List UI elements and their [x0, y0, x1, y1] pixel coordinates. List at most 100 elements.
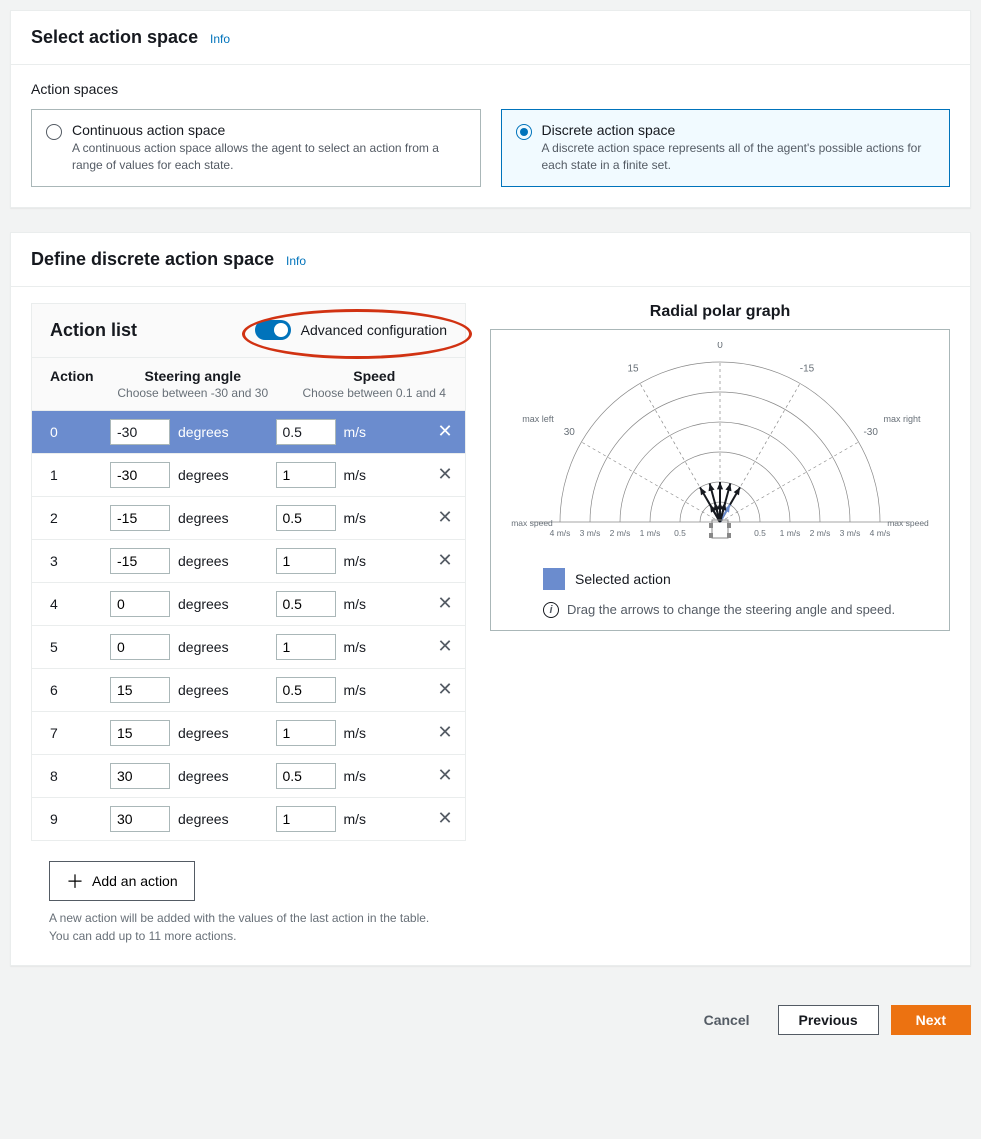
- radio-desc: A continuous action space allows the age…: [72, 140, 466, 174]
- delete-row-button[interactable]: ✕: [433, 765, 457, 786]
- steering-input[interactable]: [110, 763, 170, 789]
- delete-row-button[interactable]: ✕: [433, 722, 457, 743]
- action-row[interactable]: 8 degrees m/s ✕: [32, 754, 465, 797]
- action-index: 0: [32, 424, 102, 440]
- action-index: 8: [32, 768, 102, 784]
- action-row[interactable]: 3 degrees m/s ✕: [32, 539, 465, 582]
- delete-row-button[interactable]: ✕: [433, 593, 457, 614]
- info-icon: i: [543, 602, 559, 618]
- action-index: 7: [32, 725, 102, 741]
- degrees-unit: degrees: [178, 768, 229, 784]
- th-steer-sub: Choose between -30 and 30: [110, 386, 276, 400]
- degrees-unit: degrees: [178, 424, 229, 440]
- speed-input[interactable]: [276, 720, 336, 746]
- steering-input[interactable]: [110, 548, 170, 574]
- action-index: 1: [32, 467, 102, 483]
- action-row[interactable]: 4 degrees m/s ✕: [32, 582, 465, 625]
- add-action-button[interactable]: ＋ Add an action: [49, 861, 195, 901]
- action-list-title: Action list: [50, 320, 137, 341]
- cancel-button[interactable]: Cancel: [688, 1004, 766, 1036]
- speed-input[interactable]: [276, 677, 336, 703]
- speed-input[interactable]: [276, 806, 336, 832]
- delete-row-button[interactable]: ✕: [433, 550, 457, 571]
- svg-text:max speed: max speed: [887, 518, 929, 528]
- svg-text:4 m/s: 4 m/s: [550, 528, 571, 538]
- previous-button[interactable]: Previous: [778, 1005, 879, 1035]
- add-desc-1: A new action will be added with the valu…: [31, 909, 466, 927]
- define-discrete-panel: Define discrete action space Info Action…: [10, 232, 971, 966]
- next-button[interactable]: Next: [891, 1005, 971, 1035]
- speed-unit: m/s: [344, 682, 367, 698]
- svg-text:2 m/s: 2 m/s: [810, 528, 831, 538]
- radio-icon: [516, 124, 532, 140]
- delete-row-button[interactable]: ✕: [433, 464, 457, 485]
- delete-row-button[interactable]: ✕: [433, 636, 457, 657]
- add-desc-2: You can add up to 11 more actions.: [31, 927, 466, 945]
- action-table-header: Action Steering angle Choose between -30…: [32, 357, 465, 410]
- select-action-space-panel: Select action space Info Action spaces C…: [10, 10, 971, 208]
- continuous-action-space-option[interactable]: Continuous action space A continuous act…: [31, 109, 481, 187]
- speed-input[interactable]: [276, 548, 336, 574]
- degrees-unit: degrees: [178, 682, 229, 698]
- action-row[interactable]: 7 degrees m/s ✕: [32, 711, 465, 754]
- degrees-unit: degrees: [178, 510, 229, 526]
- th-action: Action: [50, 368, 94, 384]
- delete-row-button[interactable]: ✕: [433, 679, 457, 700]
- steering-input[interactable]: [110, 591, 170, 617]
- action-index: 9: [32, 811, 102, 827]
- polar-graph[interactable]: 30150-15-30max leftmax right4 m/s4 m/s3 …: [510, 342, 930, 552]
- speed-unit: m/s: [344, 725, 367, 741]
- steering-input[interactable]: [110, 720, 170, 746]
- speed-input[interactable]: [276, 462, 336, 488]
- action-row[interactable]: 5 degrees m/s ✕: [32, 625, 465, 668]
- degrees-unit: degrees: [178, 553, 229, 569]
- speed-unit: m/s: [344, 768, 367, 784]
- speed-input[interactable]: [276, 591, 336, 617]
- speed-unit: m/s: [344, 553, 367, 569]
- svg-text:3 m/s: 3 m/s: [840, 528, 861, 538]
- steering-input[interactable]: [110, 806, 170, 832]
- action-row[interactable]: 0 degrees m/s ✕: [32, 410, 465, 453]
- footer: Cancel Previous Next: [10, 990, 971, 1050]
- svg-text:max speed: max speed: [511, 518, 553, 528]
- panel2-info-link[interactable]: Info: [286, 254, 306, 268]
- speed-input[interactable]: [276, 634, 336, 660]
- advanced-config-toggle[interactable]: [255, 320, 291, 340]
- speed-input[interactable]: [276, 763, 336, 789]
- action-row[interactable]: 1 degrees m/s ✕: [32, 453, 465, 496]
- radio-title: Continuous action space: [72, 122, 466, 138]
- speed-input[interactable]: [276, 505, 336, 531]
- svg-text:3 m/s: 3 m/s: [580, 528, 601, 538]
- speed-input[interactable]: [276, 419, 336, 445]
- svg-text:0.5: 0.5: [754, 528, 766, 538]
- delete-row-button[interactable]: ✕: [433, 507, 457, 528]
- steering-input[interactable]: [110, 505, 170, 531]
- speed-unit: m/s: [344, 596, 367, 612]
- delete-row-button[interactable]: ✕: [433, 808, 457, 829]
- advanced-config-label: Advanced configuration: [301, 322, 447, 338]
- panel1-title: Select action space: [31, 27, 198, 47]
- panel1-info-link[interactable]: Info: [210, 32, 230, 46]
- discrete-action-space-option[interactable]: Discrete action space A discrete action …: [501, 109, 951, 187]
- action-row[interactable]: 6 degrees m/s ✕: [32, 668, 465, 711]
- degrees-unit: degrees: [178, 725, 229, 741]
- action-list-panel: Action list Advanced configuration Actio…: [31, 303, 466, 841]
- svg-text:15: 15: [627, 363, 639, 374]
- svg-text:30: 30: [564, 427, 576, 438]
- steering-input[interactable]: [110, 462, 170, 488]
- svg-text:max left: max left: [522, 414, 554, 424]
- speed-unit: m/s: [344, 811, 367, 827]
- delete-row-button[interactable]: ✕: [433, 421, 457, 442]
- add-action-label: Add an action: [92, 873, 178, 889]
- svg-text:max right: max right: [883, 414, 921, 424]
- svg-text:1 m/s: 1 m/s: [780, 528, 801, 538]
- steering-input[interactable]: [110, 419, 170, 445]
- steering-input[interactable]: [110, 634, 170, 660]
- speed-unit: m/s: [344, 510, 367, 526]
- action-row[interactable]: 9 degrees m/s ✕: [32, 797, 465, 840]
- svg-text:0: 0: [717, 342, 723, 351]
- speed-unit: m/s: [344, 467, 367, 483]
- degrees-unit: degrees: [178, 596, 229, 612]
- action-row[interactable]: 2 degrees m/s ✕: [32, 496, 465, 539]
- steering-input[interactable]: [110, 677, 170, 703]
